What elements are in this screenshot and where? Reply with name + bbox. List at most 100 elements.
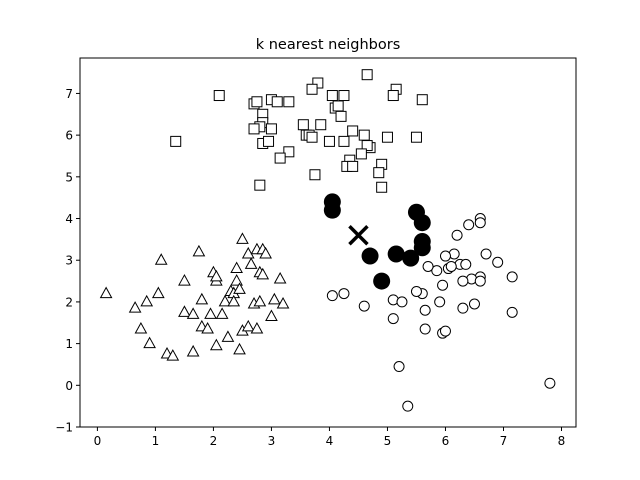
axes: 0 1 2 3 4 5 6 7 8 −1 0 1 2 3 4 5 6 7 — [55, 57, 577, 448]
x-tick-label: 7 — [500, 434, 508, 448]
square-point — [297, 119, 309, 131]
query-cross-stroke — [348, 224, 369, 246]
triangle-point — [227, 294, 241, 307]
triangle-point — [186, 344, 200, 357]
triangle-point — [273, 271, 287, 284]
square-point — [254, 179, 266, 191]
square-point — [274, 152, 286, 164]
x-tick-label: 4 — [326, 434, 334, 448]
triangle-point — [186, 307, 200, 319]
circle-point — [410, 285, 422, 297]
square-point — [361, 69, 373, 81]
triangle-point — [209, 338, 223, 351]
square-point — [335, 110, 347, 122]
x-tick-label: 1 — [152, 434, 160, 448]
circle-point — [492, 256, 504, 268]
square-point — [338, 90, 350, 102]
nearest-neighbor-point — [413, 239, 431, 257]
triangle-point — [221, 330, 235, 342]
axes-frame — [79, 57, 577, 428]
circle-point — [506, 271, 518, 283]
square-point — [373, 167, 385, 179]
triangle-point — [166, 349, 180, 361]
square-point — [338, 135, 350, 147]
y-tick-label: 5 — [65, 170, 73, 184]
square-point — [381, 131, 393, 143]
triangle-point — [265, 309, 278, 322]
square-point — [315, 119, 327, 131]
circle-point — [474, 275, 486, 287]
triangle-point — [230, 261, 243, 274]
square-point — [251, 96, 263, 108]
circle-point — [544, 377, 556, 389]
nearest-neighbor-point — [323, 201, 341, 219]
query-point-cross — [348, 224, 369, 246]
square-point — [170, 135, 182, 147]
y-tick-label: 6 — [65, 129, 73, 143]
triangle-point — [253, 294, 267, 307]
triangle-point — [218, 294, 232, 307]
triangle-point — [230, 274, 243, 286]
square-point — [361, 140, 373, 152]
circle-point — [480, 248, 492, 260]
circle-point — [402, 400, 414, 412]
triangle-point — [99, 286, 113, 299]
square-point — [309, 169, 321, 181]
circle-point — [457, 275, 469, 287]
square-point — [312, 77, 324, 89]
triangle-point — [241, 246, 255, 259]
circle-point — [457, 302, 469, 314]
circle-point — [338, 288, 350, 300]
triangle-point — [236, 232, 249, 244]
triangle-point — [195, 292, 209, 305]
square-point — [306, 131, 318, 143]
x-tick-label: 3 — [268, 434, 276, 448]
circle-point — [451, 229, 463, 241]
x-tick-label: 0 — [94, 434, 102, 448]
y-tick-label: 4 — [65, 212, 73, 226]
circle-point — [419, 323, 431, 335]
y-tick-label: 7 — [65, 87, 73, 101]
circle-point — [419, 304, 431, 316]
y-tick-label: 0 — [65, 379, 73, 393]
triangle-point — [250, 321, 264, 334]
nearest-neighbor-point — [413, 214, 431, 232]
square-point — [416, 94, 428, 106]
square-point — [283, 96, 295, 108]
chart-title: k nearest neighbors — [256, 37, 401, 53]
triangle-point — [244, 257, 258, 269]
triangle-point — [151, 286, 165, 299]
triangle-point — [154, 253, 168, 265]
square-point — [376, 181, 388, 193]
x-tick-label: 2 — [210, 434, 218, 448]
y-tick-label: −1 — [55, 421, 73, 435]
triangle-point — [128, 301, 142, 313]
square-point — [265, 123, 277, 135]
square-point — [213, 90, 225, 102]
square-point — [263, 135, 275, 147]
circle-point — [437, 279, 449, 291]
nearest-neighbor-point — [402, 249, 420, 267]
triangle-point — [140, 294, 154, 307]
square-point — [347, 125, 359, 137]
square-point — [283, 146, 295, 158]
triangle-point — [215, 307, 229, 319]
x-tick-label: 8 — [558, 434, 566, 448]
plot-area — [99, 69, 556, 412]
circle-point — [326, 290, 338, 302]
triangle-point — [256, 267, 270, 280]
circle-point — [396, 296, 408, 308]
x-tick-label: 6 — [442, 434, 450, 448]
circle-point — [439, 250, 451, 262]
triangle-point — [241, 319, 255, 332]
triangle-point — [178, 305, 191, 317]
circle-point — [439, 325, 451, 337]
square-point — [355, 148, 367, 160]
triangle-point — [134, 321, 148, 334]
triangle-point — [192, 244, 206, 257]
circle-point — [393, 361, 405, 373]
circle-point — [460, 258, 472, 270]
square-point — [332, 100, 344, 112]
